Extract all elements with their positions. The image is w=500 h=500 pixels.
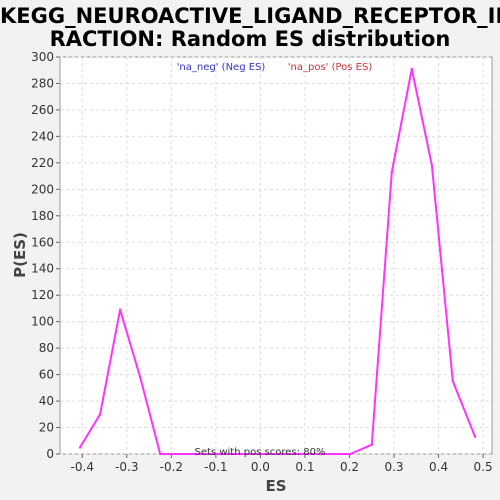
x-tick-label: -0.1 — [204, 460, 227, 474]
legend-neg: 'na_neg' (Neg ES) — [177, 62, 266, 73]
data-point — [179, 452, 182, 456]
data-point — [118, 308, 122, 311]
x-tick-label: 0.5 — [474, 460, 493, 474]
data-point — [98, 413, 102, 416]
x-tick-label: -0.4 — [71, 460, 94, 474]
axis-ticks: 0 20 40 60 80 100 120 140 160 180 200 220 240 260 280 3… — [31, 50, 493, 474]
chart-title-line-1: KEGG_NEUROACTIVE_LIGAND_RECEPTOR_INTE — [0, 4, 500, 28]
y-tick-label: 240 — [31, 129, 54, 143]
y-tick-label: 260 — [31, 103, 54, 117]
y-tick-label: 40 — [39, 394, 54, 408]
y-tick-label: 160 — [31, 235, 54, 249]
data-point — [390, 170, 393, 174]
x-tick-label: -0.3 — [115, 460, 138, 474]
x-tick-label: 0.0 — [251, 460, 270, 474]
x-tick-label: 0.3 — [384, 460, 403, 474]
y-tick-label: 120 — [31, 288, 54, 302]
x-tick-label: 0.1 — [295, 460, 314, 474]
x-tick-label: 0.2 — [340, 460, 359, 474]
data-point — [78, 446, 82, 449]
pos-score-annotation: Sets with pos scores: 80% — [195, 447, 326, 458]
data-point — [451, 380, 455, 383]
chart-title-line-2: RACTION: Random ES distribution — [49, 27, 451, 51]
y-tick-label: 60 — [39, 368, 54, 382]
data-point — [430, 164, 434, 167]
data-point — [259, 452, 262, 456]
y-tick-label: 140 — [31, 262, 54, 276]
data-point — [138, 376, 142, 379]
y-tick-label: 0 — [46, 447, 54, 461]
x-tick-label: -0.2 — [160, 460, 183, 474]
data-point — [370, 443, 373, 446]
data-point — [199, 452, 202, 456]
legend-pos: 'na_pos' (Pos ES) — [288, 62, 373, 73]
data-point — [279, 452, 282, 456]
y-tick-label: 180 — [31, 209, 54, 223]
y-tick-label: 20 — [39, 421, 54, 435]
y-tick-label: 80 — [39, 341, 54, 355]
data-point — [349, 452, 352, 456]
data-point — [239, 452, 242, 456]
plot-area — [59, 56, 493, 455]
data-point — [219, 452, 222, 456]
y-tick-label: 300 — [31, 50, 54, 64]
data-point — [159, 452, 162, 456]
x-tick-label: 0.4 — [429, 460, 448, 474]
y-tick-label: 200 — [31, 182, 54, 196]
y-tick-label: 280 — [31, 76, 54, 90]
y-tick-label: 100 — [31, 315, 54, 329]
data-point — [410, 67, 414, 71]
x-axis-label: ES — [265, 477, 286, 495]
y-tick-label: 220 — [31, 156, 54, 170]
data-point — [339, 452, 342, 456]
series-lines — [78, 67, 477, 456]
y-axis-label: P(ES) — [11, 232, 29, 278]
data-point — [319, 452, 322, 456]
grid — [60, 56, 492, 455]
data-point — [473, 435, 477, 438]
data-point — [299, 452, 302, 456]
